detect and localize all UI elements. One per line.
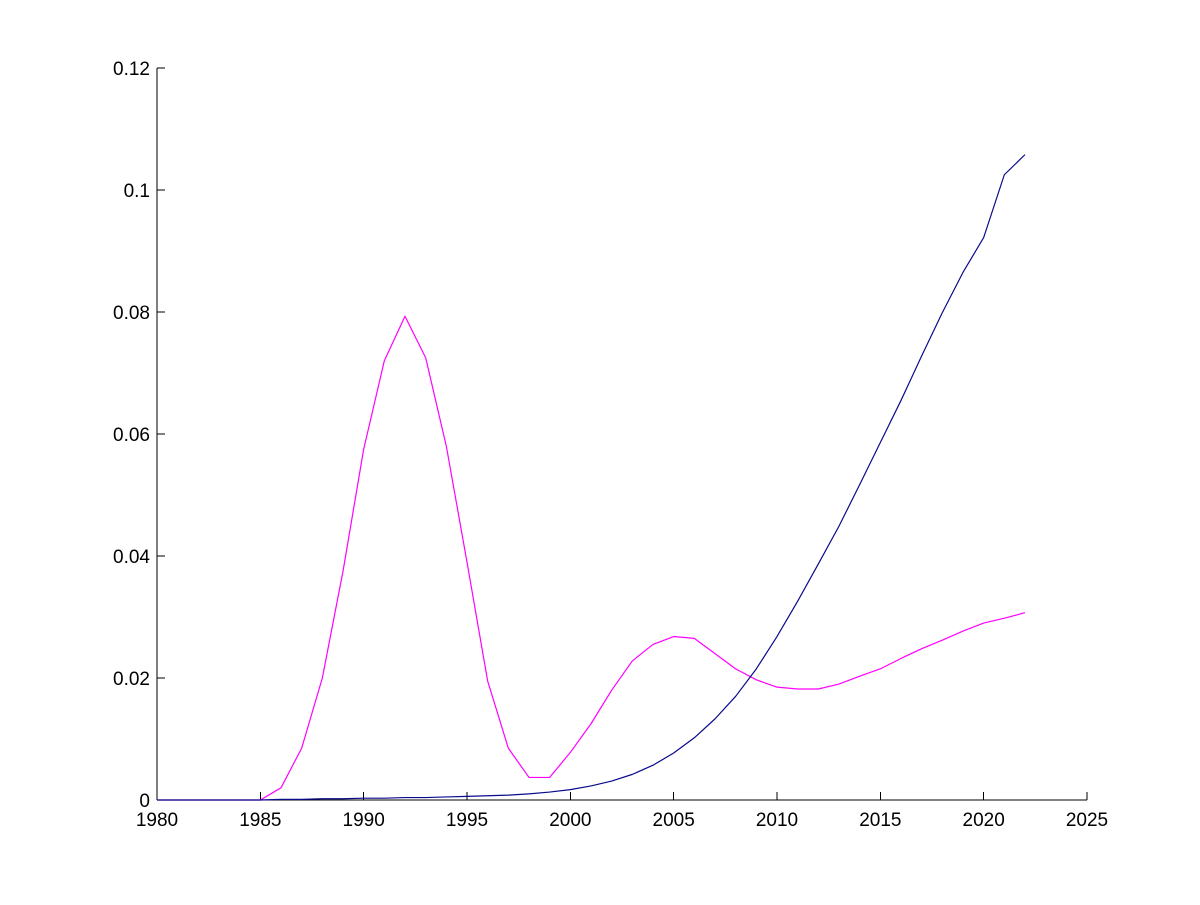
x-tick-label: 2000 (549, 810, 591, 831)
x-tick-label: 2010 (756, 810, 798, 831)
y-tick-label: 0.02 (113, 669, 150, 690)
y-tick-label: 0.1 (124, 181, 150, 202)
series-line-magenta (157, 315, 1026, 801)
y-tick-label: 0.04 (113, 547, 150, 568)
y-tick-label: 0.12 (113, 59, 150, 80)
x-tick-label: 1985 (239, 810, 281, 831)
y-tick-label: 0 (139, 791, 150, 812)
x-tick-label: 2020 (963, 810, 1005, 831)
x-tick-label: 1990 (343, 810, 385, 831)
x-tick-label: 1995 (446, 810, 488, 831)
tick-labels: 1980 1985 1990 1995 2000 2005 2010 2015 2020 2025… (113, 59, 1108, 831)
series-line-blue (157, 154, 1026, 801)
x-tick-label: 2005 (653, 810, 695, 831)
axes (156, 67, 1088, 801)
x-tick-label: 1980 (136, 810, 178, 831)
x-tick-label: 2015 (859, 810, 901, 831)
y-tick-label: 0.08 (113, 303, 150, 324)
x-tick-label: 2025 (1066, 810, 1108, 831)
y-tick-label: 0.06 (113, 425, 150, 446)
series-layer (157, 154, 1026, 801)
